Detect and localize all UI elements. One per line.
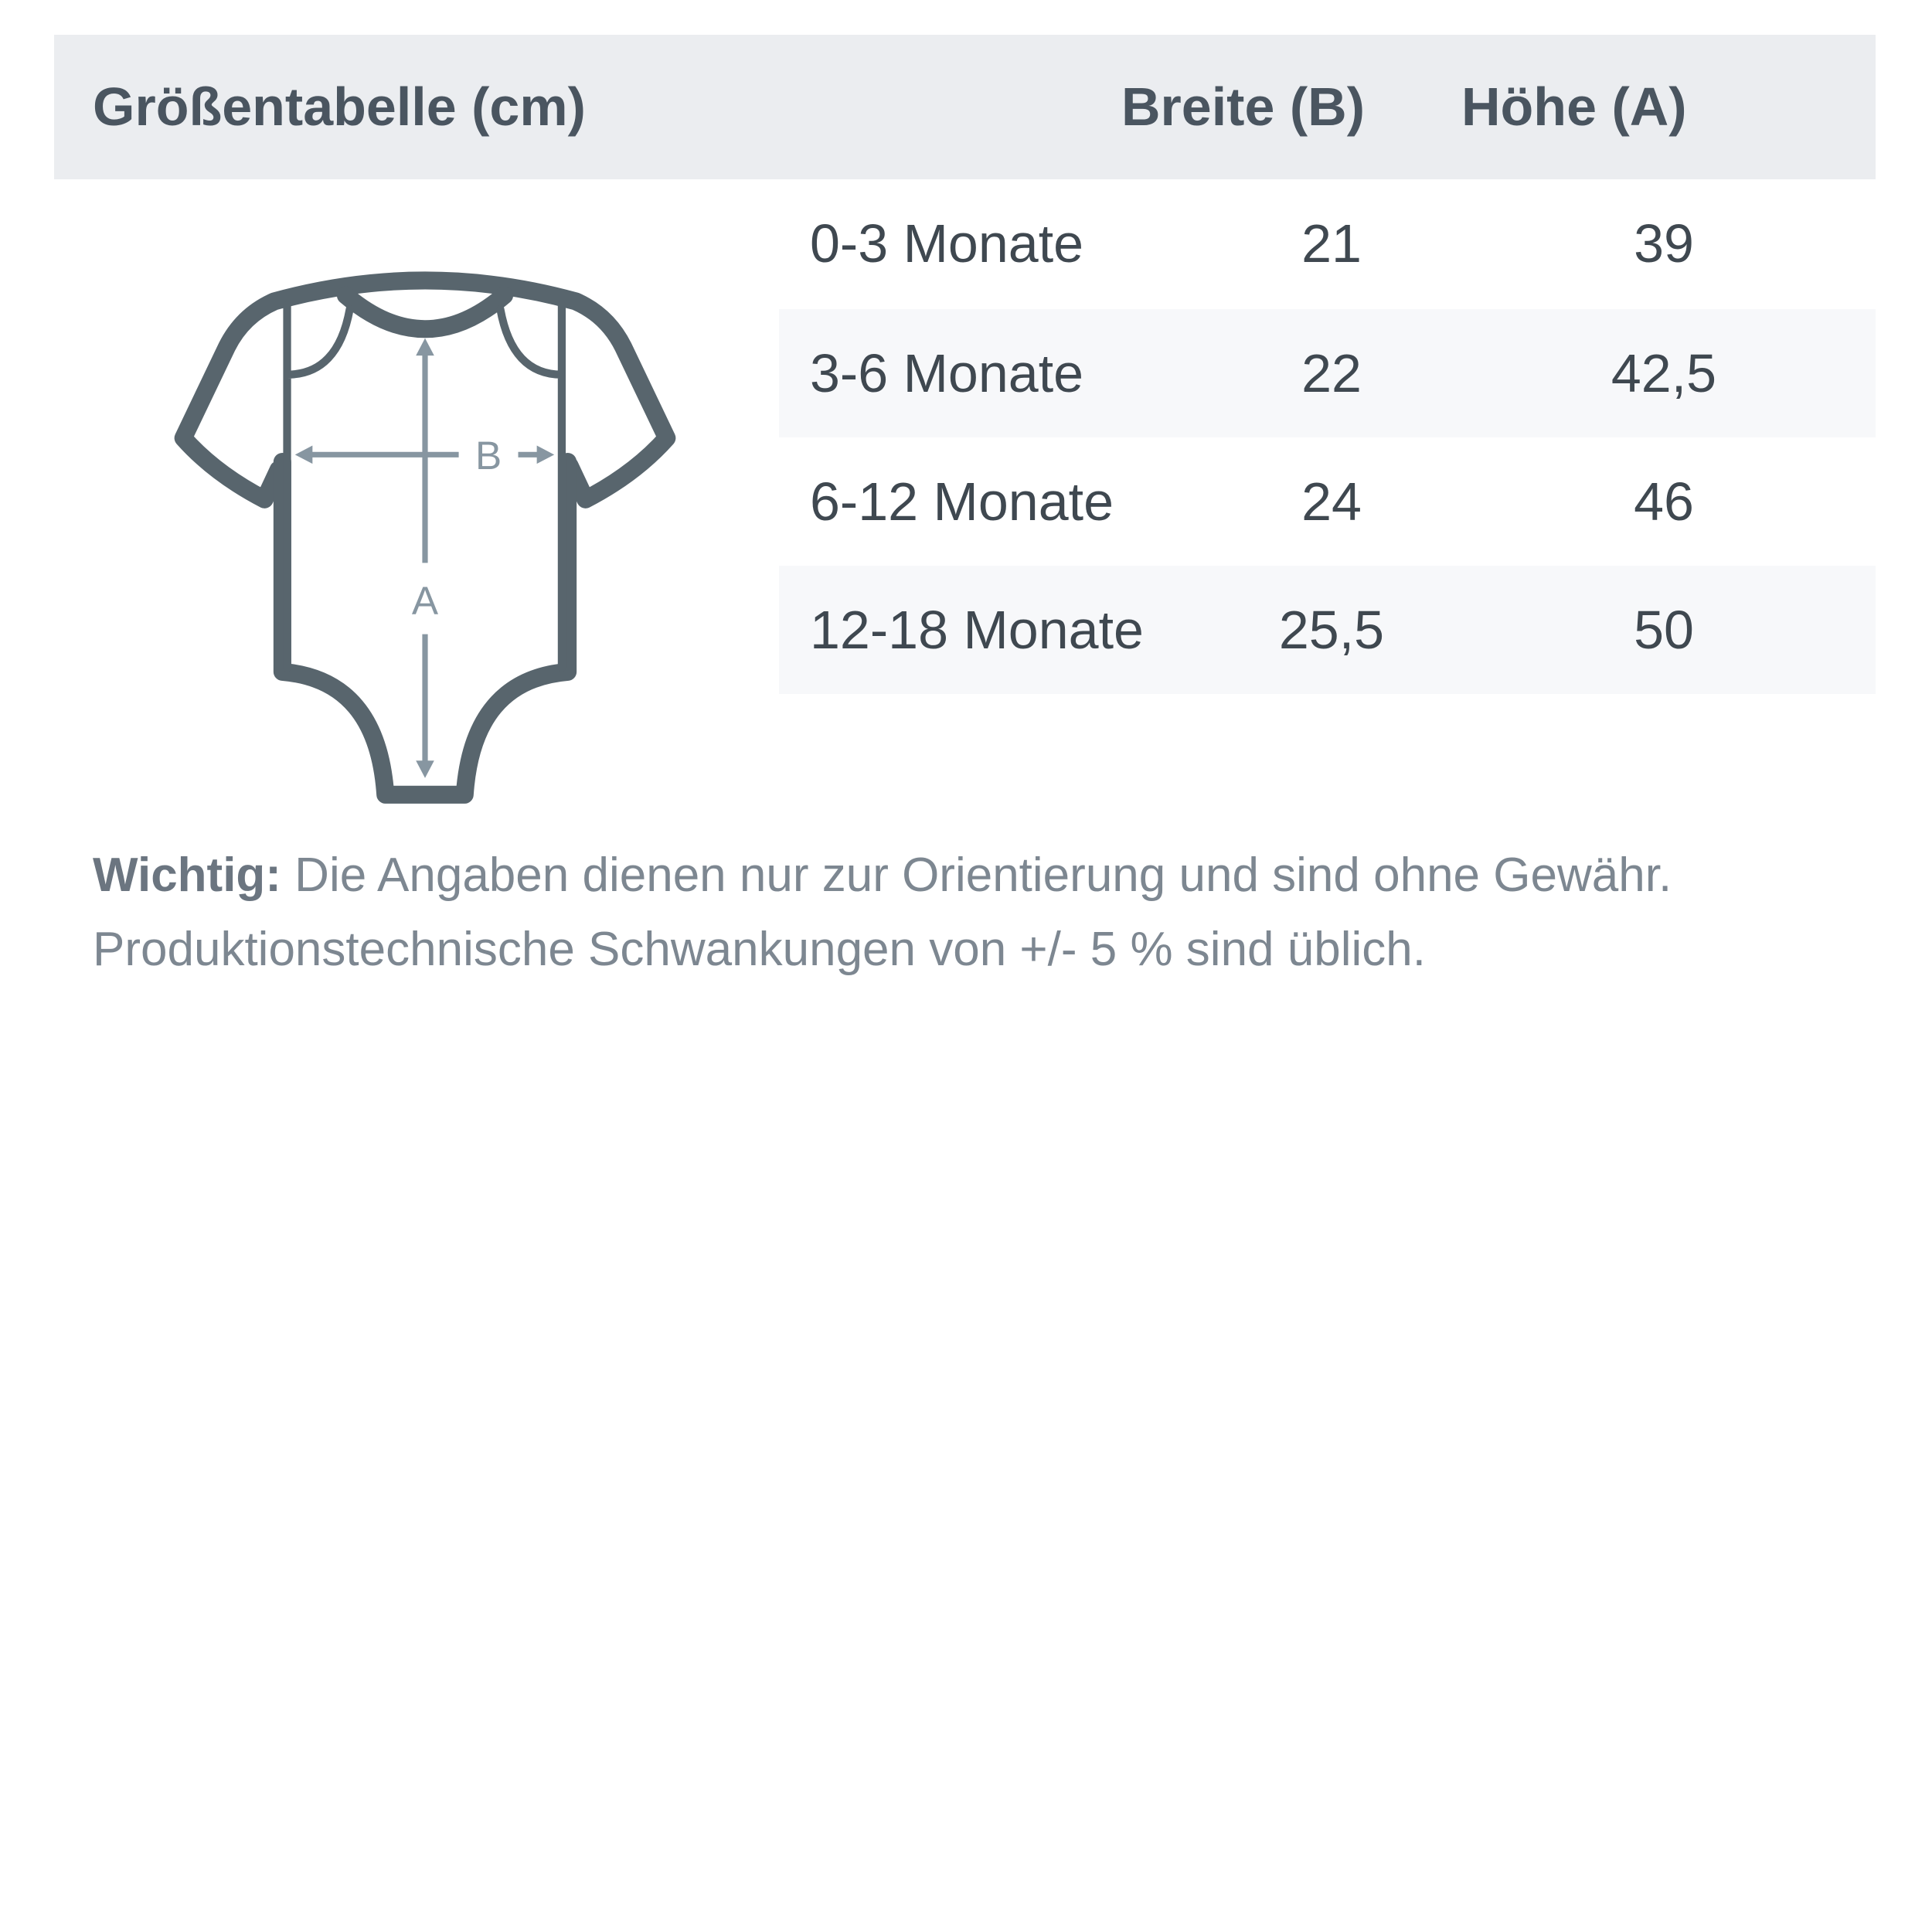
note-line-2: Produktionstechnische Schwankungen von +… [93,923,1426,976]
width-cell: 22 [1301,343,1362,403]
height-cell: 42,5 [1611,343,1717,403]
height-cell: 39 [1634,213,1694,274]
table-row: 0-3 Monate 21 39 [779,179,1876,308]
arrow-left-icon [294,445,313,464]
table-row: 3-6 Monate 22 42,5 [779,309,1876,437]
column-header-height: Höhe (A) [1461,77,1687,137]
arrow-right-icon [536,445,555,464]
table-row: 12-18 Monate 25,5 50 [779,566,1876,694]
size-cell: 12-18 Monate [810,600,1144,660]
note-line-1: Die Angaben dienen nur zur Orientierung … [281,849,1672,902]
bodysuit-neck [336,286,514,338]
width-cell: 21 [1301,213,1362,274]
size-cell: 6-12 Monate [810,471,1114,532]
label-a: A [412,579,439,623]
width-cell: 25,5 [1278,600,1385,660]
size-cell: 3-6 Monate [810,343,1084,403]
width-cell: 24 [1301,471,1362,532]
bodysuit-outline [174,271,676,509]
table-row: 6-12 Monate 24 46 [779,437,1876,566]
label-b: B [475,434,502,478]
table-header: Größentabelle (cm) Breite (B) Höhe (A) [54,35,1876,179]
disclaimer-note: Wichtig: Die Angaben dienen nur zur Orie… [93,838,1870,987]
arrow-down-icon [416,760,434,778]
height-cell: 50 [1634,600,1694,660]
height-cell: 46 [1634,471,1694,532]
bodysuit-seams [283,301,566,672]
note-label: Wichtig: [93,849,281,902]
column-header-width: Breite (B) [1121,77,1366,137]
table-title: Größentabelle (cm) [93,77,586,137]
baby-bodysuit-diagram-icon: B A [174,271,676,804]
size-cell: 0-3 Monate [810,213,1084,274]
bodysuit-body [273,453,577,804]
arrow-up-icon [416,338,434,356]
